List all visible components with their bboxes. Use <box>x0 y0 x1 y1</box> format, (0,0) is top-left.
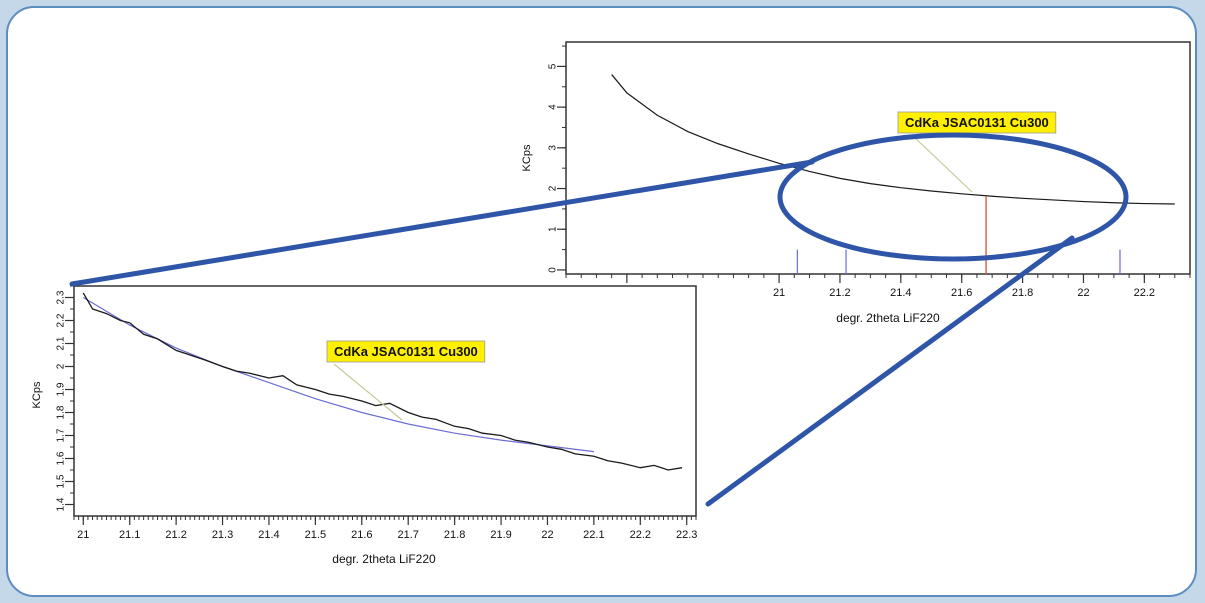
overview-annotation: CdKa JSAC0131 Cu300 <box>897 111 1057 134</box>
zoom-chart: 21 21.1 21.2 21.3 21.4 21.5 21.6 21.7 21.8 21.9 22… <box>31 285 697 566</box>
zoom-annotation-leader <box>333 363 403 421</box>
zoom-connector-line-bottom <box>705 235 1075 507</box>
overview-y-axis-label: KCps <box>521 144 533 171</box>
ov-y-tick-label: 0 <box>548 267 559 273</box>
zoom-plot-area <box>73 285 697 517</box>
zoom-x-axis: 21 21.1 21.2 21.3 21.4 21.5 21.6 21.7 21.8 21.9 22… <box>73 516 697 541</box>
ov-y-tick-label: 2 <box>548 185 559 191</box>
ov-x-tick-label: 21.8 <box>1012 287 1033 299</box>
zm-y-tick-label: 2.2 <box>56 313 67 327</box>
overview-annotation-label: CdKa JSAC0131 Cu300 <box>905 115 1049 130</box>
zoom-annotation-box <box>326 340 486 363</box>
zm-y-tick-label: 2 <box>56 363 67 369</box>
zoom-connector-line-top <box>69 159 815 287</box>
zm-x-tick-label: 21.8 <box>444 529 465 541</box>
zm-x-tick-label: 22.1 <box>583 529 604 541</box>
overview-x-axis-label: degr. 2theta LiF220 <box>836 311 940 325</box>
ov-x-tick-label: 22.2 <box>1134 287 1155 299</box>
zm-x-tick-label: 21.7 <box>397 529 418 541</box>
ov-y-tick-label: 3 <box>548 145 559 151</box>
overview-annotation-box <box>897 111 1057 134</box>
zm-x-tick-label: 21.9 <box>490 529 511 541</box>
zoom-measured-line <box>82 292 683 471</box>
zoom-y-axis: 1.4 1.5 1.6 1.7 1.8 1.9 2 2.1 2.2 2.3 <box>56 285 74 511</box>
ov-x-tick-label: 21.2 <box>829 287 850 299</box>
overview-y-axis: 0 1 2 3 4 5 <box>548 45 566 273</box>
ov-x-tick-label: 21.4 <box>890 287 911 299</box>
overview-plot-area <box>565 41 1191 275</box>
zm-x-tick-label: 22.3 <box>676 529 697 541</box>
overview-markers <box>796 196 1121 274</box>
zm-y-tick-label: 1.8 <box>56 405 67 419</box>
overview-annotation-leader <box>911 134 973 193</box>
zm-x-tick-label: 21.5 <box>305 529 326 541</box>
zoom-annotation: CdKa JSAC0131 Cu300 <box>326 340 486 363</box>
zoom-callout <box>69 132 1129 507</box>
ov-y-tick-label: 4 <box>548 104 559 110</box>
zm-x-tick-label: 21.2 <box>165 529 186 541</box>
zm-x-tick-label: 21.1 <box>119 529 140 541</box>
zm-x-tick-label: 21.6 <box>351 529 372 541</box>
zoom-y-axis-label: KCps <box>31 381 43 408</box>
zm-x-tick-label: 21 <box>77 529 89 541</box>
zm-y-tick-label: 1.9 <box>56 382 67 396</box>
zm-x-tick-label: 21.3 <box>212 529 233 541</box>
zm-y-tick-label: 2.3 <box>56 290 67 304</box>
zm-y-tick-label: 2.1 <box>56 336 67 350</box>
overview-measured-line <box>611 74 1175 205</box>
ov-x-tick-label: 21.6 <box>951 287 972 299</box>
zm-x-tick-label: 22 <box>541 529 553 541</box>
zm-y-tick-label: 1.6 <box>56 451 67 465</box>
zoom-x-axis-label: degr. 2theta LiF220 <box>332 552 436 566</box>
zoom-annotation-label: CdKa JSAC0131 Cu300 <box>334 344 478 359</box>
ov-y-tick-label: 5 <box>548 63 559 69</box>
ov-x-tick-label: 22 <box>1077 287 1089 299</box>
zoom-fit-line <box>82 296 594 453</box>
ov-y-tick-label: 1 <box>548 226 559 232</box>
zm-y-tick-label: 1.7 <box>56 428 67 442</box>
ov-x-tick-label: 21 <box>773 287 785 299</box>
zm-x-tick-label: 21.4 <box>258 529 279 541</box>
zm-y-tick-label: 1.5 <box>56 474 67 488</box>
zoom-highlight-ellipse <box>777 132 1129 262</box>
zm-x-tick-label: 22.2 <box>630 529 651 541</box>
zm-y-tick-label: 1.4 <box>56 497 67 511</box>
